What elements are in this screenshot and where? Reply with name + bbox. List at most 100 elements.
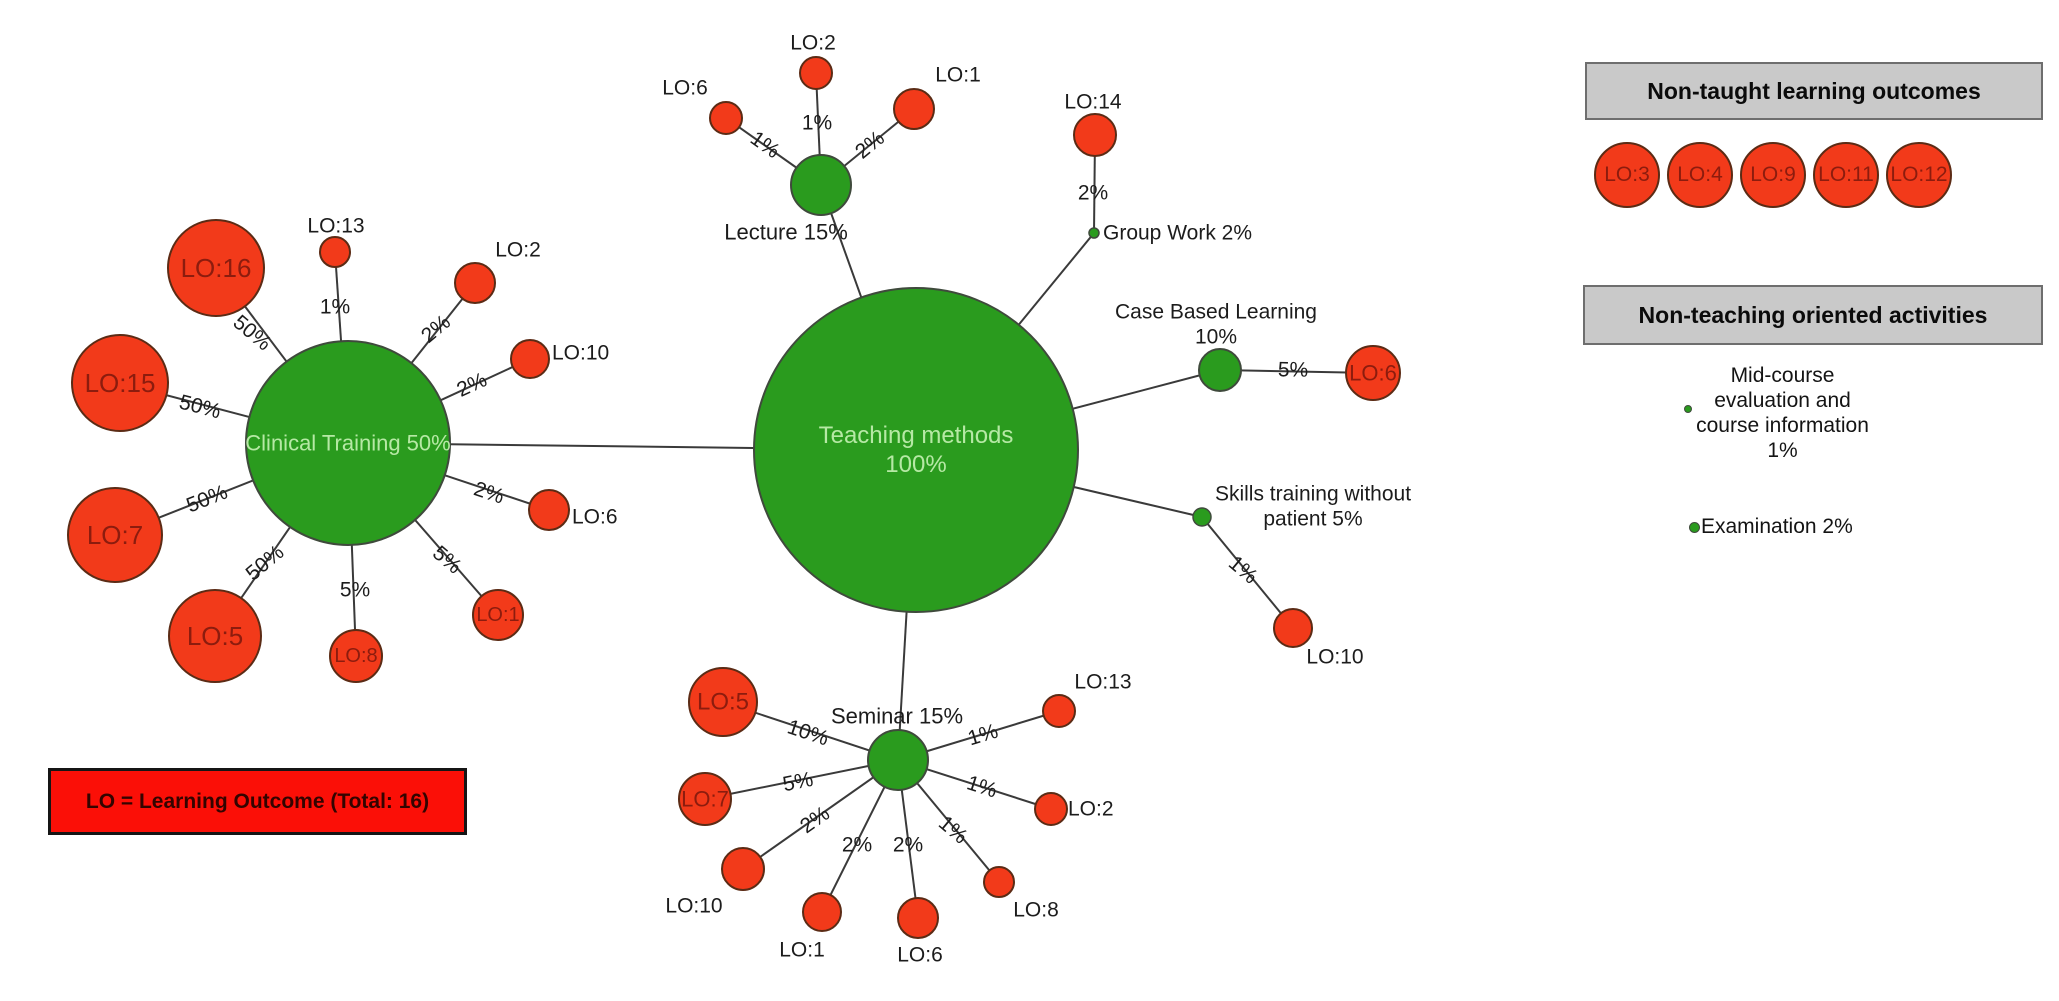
non-taught-outcome: LO:3 xyxy=(1594,142,1660,208)
label-l-lo1: LO:1 xyxy=(935,64,981,87)
lo-legend-label: LO = Learning Outcome (Total: 16) xyxy=(85,789,430,813)
edge-label-clinical-c-lo13: 1% xyxy=(320,296,350,319)
edge-label-seminar-s-lo2: 1% xyxy=(964,771,1000,802)
edge-label-groupwork-lo14: 2% xyxy=(1078,182,1108,205)
edge-label-lecture-l-lo2: 1% xyxy=(802,112,832,135)
label-cbl: 10% xyxy=(1195,326,1237,349)
label-skills: Skills training without xyxy=(1215,483,1411,506)
label-teaching: 100% xyxy=(885,451,946,478)
node-c-lo15 xyxy=(71,334,169,432)
node-clinical xyxy=(245,340,451,546)
node-groupwork xyxy=(1088,227,1100,239)
node-c-lo2 xyxy=(454,262,496,304)
mid-course-line: 1% xyxy=(1767,439,1798,462)
node-c-lo10 xyxy=(510,339,550,379)
label-c-lo1: LO:1 xyxy=(476,604,519,626)
node-s-lo2 xyxy=(1034,792,1068,826)
edge-seminar-s-lo10 xyxy=(742,759,899,870)
examination-item: Examination 2% xyxy=(1689,515,1853,538)
edge-label-lecture-l-lo1: 2% xyxy=(851,126,889,163)
label-c-lo10: LO:10 xyxy=(552,342,609,365)
label-c-lo13: LO:13 xyxy=(307,215,364,238)
node-teaching xyxy=(753,287,1079,613)
edge-label-clinical-c-lo8: 5% xyxy=(340,579,370,602)
edge-label-clinical-c-lo7: 50% xyxy=(183,481,231,518)
label-s-lo2: LO:2 xyxy=(1068,798,1114,821)
node-cbl xyxy=(1198,348,1242,392)
non-taught-outcome: LO:12 xyxy=(1886,142,1952,208)
label-c-lo6: LO:6 xyxy=(572,506,618,529)
non-teaching-title: Non-teaching oriented activities xyxy=(1638,301,1988,328)
node-c-lo1 xyxy=(472,589,524,641)
edge-label-clinical-c-lo16: 50% xyxy=(229,311,276,356)
edge-label-seminar-s-lo6: 2% xyxy=(893,834,923,857)
edge-label-clinical-c-lo6: 2% xyxy=(471,477,507,508)
non-taught-outcome: LO:4 xyxy=(1667,142,1733,208)
label-s-lo5: LO:5 xyxy=(697,689,749,716)
non-taught-header: Non-taught learning outcomes xyxy=(1585,62,2043,120)
label-groupwork: Group Work 2% xyxy=(1103,222,1252,245)
edge-label-clinical-c-lo5: 50% xyxy=(242,541,289,586)
node-seminar xyxy=(867,729,929,791)
node-c-lo8 xyxy=(329,629,383,683)
label-cb-lo6: LO:6 xyxy=(1349,361,1397,386)
node-c-lo16 xyxy=(167,219,265,317)
node-s-lo6 xyxy=(897,897,939,939)
edge-label-clinical-c-lo10: 2% xyxy=(453,368,490,402)
node-lo14 xyxy=(1073,113,1117,157)
label-skills: patient 5% xyxy=(1263,508,1362,531)
non-taught-outcome-label: LO:11 xyxy=(1818,163,1874,186)
label-c-lo15: LO:15 xyxy=(85,368,156,398)
label-cbl: Case Based Learning xyxy=(1115,301,1317,324)
node-s-lo10 xyxy=(721,847,765,891)
edge-label-seminar-s-lo7: 5% xyxy=(781,768,815,797)
node-s-lo8 xyxy=(983,866,1015,898)
node-sk-lo10 xyxy=(1273,608,1313,648)
non-taught-outcome: LO:9 xyxy=(1740,142,1806,208)
edge-seminar-s-lo7 xyxy=(704,759,899,800)
lo-legend: LO = Learning Outcome (Total: 16) xyxy=(48,768,467,835)
edge-label-seminar-s-lo5: 10% xyxy=(784,715,831,750)
label-s-lo6: LO:6 xyxy=(897,944,943,967)
node-s-lo1 xyxy=(802,892,842,932)
edge-skills-sk-lo10 xyxy=(1201,516,1294,629)
label-c-lo2: LO:2 xyxy=(495,239,541,262)
label-s-lo10: LO:10 xyxy=(665,895,722,918)
mid-course-line: course information xyxy=(1696,414,1869,437)
node-s-lo7 xyxy=(678,772,732,826)
node-l-lo1 xyxy=(893,88,935,130)
label-l-lo2: LO:2 xyxy=(790,32,836,55)
edge-label-clinical-c-lo15: 50% xyxy=(177,391,224,424)
examination-label: Examination 2% xyxy=(1701,515,1853,538)
non-taught-outcome-label: LO:4 xyxy=(1677,163,1723,186)
label-seminar: Seminar 15% xyxy=(831,704,963,729)
node-s-lo13 xyxy=(1042,694,1076,728)
label-s-lo8: LO:8 xyxy=(1013,899,1059,922)
node-lecture xyxy=(790,154,852,216)
edge-label-seminar-s-lo13: 1% xyxy=(965,720,1001,751)
label-sk-lo10: LO:10 xyxy=(1306,646,1363,669)
mid-course-line: evaluation and xyxy=(1714,389,1851,412)
node-s-lo5 xyxy=(688,667,758,737)
label-c-lo7: LO:7 xyxy=(87,520,143,550)
non-taught-outcome-label: LO:9 xyxy=(1750,163,1796,186)
label-lecture: Lecture 15% xyxy=(724,220,848,245)
edge-label-seminar-s-lo10: 2% xyxy=(796,802,834,838)
mid-course-item: Mid-course evaluation and course informa… xyxy=(1690,363,1875,463)
label-s-lo7: LO:7 xyxy=(681,787,729,812)
node-l-lo6 xyxy=(709,101,743,135)
label-clinical: Clinical Training 50% xyxy=(245,431,450,456)
edge-label-seminar-s-lo1: 2% xyxy=(842,834,872,857)
edge-label-cbl-cb-lo6: 5% xyxy=(1278,358,1309,382)
node-c-lo6 xyxy=(528,489,570,531)
node-skills xyxy=(1192,507,1212,527)
examination-dot xyxy=(1689,521,1700,533)
mid-course-line: Mid-course xyxy=(1730,364,1835,387)
label-s-lo13: LO:13 xyxy=(1074,671,1131,694)
label-c-lo16: LO:16 xyxy=(181,253,252,283)
mid-course-dot xyxy=(1684,405,1692,413)
non-taught-outcome-label: LO:3 xyxy=(1604,163,1650,186)
label-teaching: Teaching methods xyxy=(819,422,1014,449)
